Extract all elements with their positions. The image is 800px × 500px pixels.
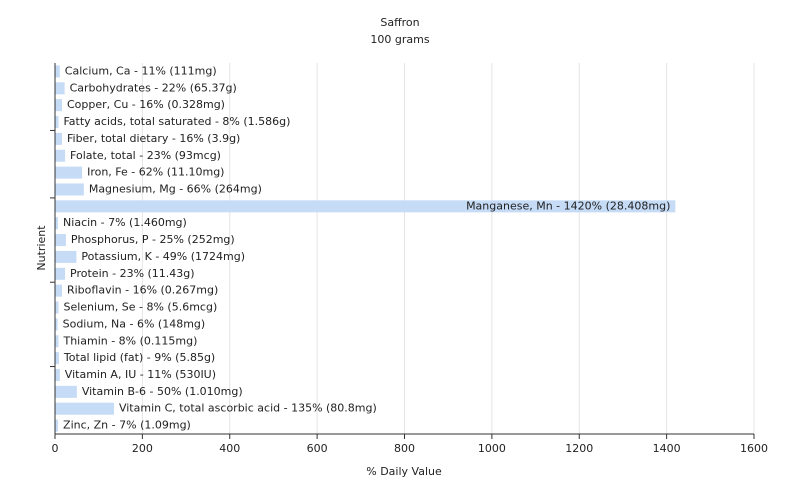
- bar: [55, 284, 62, 297]
- value-label: Total lipid (fat) - 9% (5.85g): [63, 351, 215, 364]
- value-label: Vitamin A, IU - 11% (530IU): [65, 368, 216, 381]
- value-label: Manganese, Mn - 1420% (28.408mg): [466, 199, 670, 212]
- x-tick-label: 400: [219, 442, 240, 455]
- x-tick-label: 1000: [478, 442, 506, 455]
- bar: [55, 166, 83, 179]
- bar: [55, 318, 58, 331]
- value-label: Riboflavin - 16% (0.267mg): [67, 284, 218, 297]
- bar: [55, 82, 65, 95]
- bar: [55, 200, 676, 213]
- x-tick-label: 0: [52, 442, 59, 455]
- value-label: Vitamin B-6 - 50% (1.010mg): [82, 385, 243, 398]
- bar: [55, 385, 77, 398]
- value-label: Vitamin C, total ascorbic acid - 135% (8…: [119, 402, 377, 415]
- bar: [55, 301, 59, 314]
- y-axis-title: Nutrient: [35, 225, 48, 271]
- bar: [55, 149, 66, 162]
- bar: [55, 65, 60, 78]
- bar: [55, 335, 59, 348]
- x-tick-label: 1200: [565, 442, 593, 455]
- value-label: Phosphorus, P - 25% (252mg): [71, 233, 235, 246]
- bar: [55, 99, 62, 112]
- value-label: Calcium, Ca - 11% (111mg): [65, 64, 217, 77]
- bar: [55, 183, 84, 196]
- value-label: Protein - 23% (11.43g): [70, 267, 195, 280]
- value-label: Fatty acids, total saturated - 8% (1.586…: [63, 115, 290, 128]
- x-tick-label: 600: [307, 442, 328, 455]
- x-tick-label: 800: [394, 442, 415, 455]
- bar: [55, 419, 59, 432]
- value-label: Sodium, Na - 6% (148mg): [63, 317, 206, 330]
- x-tick-label: 1600: [740, 442, 768, 455]
- bar: [55, 234, 66, 247]
- value-label: Folate, total - 23% (93mcg): [70, 149, 221, 162]
- bar: [55, 368, 60, 381]
- bar: [55, 352, 59, 365]
- value-label: Selenium, Se - 8% (5.6mcg): [63, 301, 217, 314]
- bar: [55, 116, 59, 129]
- bar: [55, 250, 77, 263]
- value-label: Niacin - 7% (1.460mg): [63, 216, 187, 229]
- value-label: Iron, Fe - 62% (11.10mg): [87, 166, 224, 179]
- bar: [55, 217, 59, 230]
- value-label: Zinc, Zn - 7% (1.09mg): [63, 419, 191, 432]
- bar: [55, 132, 62, 145]
- value-label: Carbohydrates - 22% (65.37g): [70, 81, 237, 94]
- bar: [55, 267, 66, 280]
- bar: [55, 402, 114, 415]
- value-label: Thiamin - 8% (0.115mg): [62, 334, 197, 347]
- chart-title: Saffron: [380, 16, 419, 29]
- value-label: Potassium, K - 49% (1724mg): [81, 250, 245, 263]
- x-axis-title: % Daily Value: [366, 465, 442, 478]
- x-tick-label: 200: [132, 442, 153, 455]
- value-label: Magnesium, Mg - 66% (264mg): [89, 182, 262, 195]
- value-label: Copper, Cu - 16% (0.328mg): [67, 98, 225, 111]
- value-label: Fiber, total dietary - 16% (3.9g): [67, 132, 240, 145]
- x-tick-label: 1400: [653, 442, 681, 455]
- chart-subtitle: 100 grams: [370, 33, 429, 46]
